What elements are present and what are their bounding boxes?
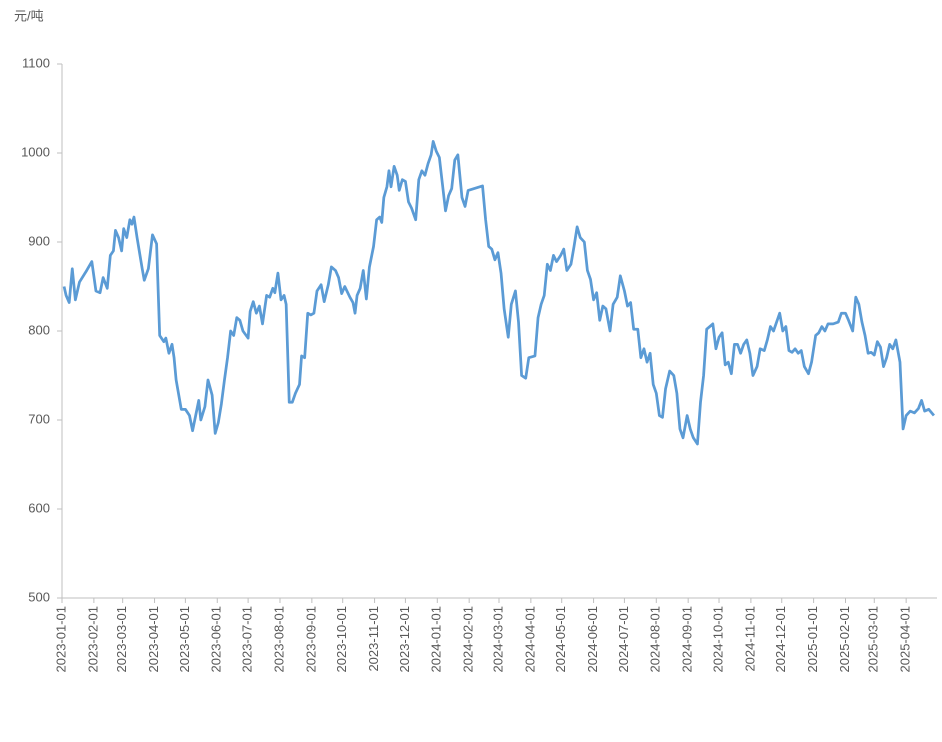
x-tick-label: 2024-09-01 (680, 606, 695, 673)
x-tick-label: 2023-10-01 (334, 606, 349, 673)
x-tick-label: 2024-07-01 (616, 606, 631, 673)
y-tick-label: 700 (28, 411, 50, 426)
price-line (62, 140, 935, 446)
x-tick-label: 2025-03-01 (866, 606, 881, 673)
x-tick-label: 2023-02-01 (85, 606, 100, 673)
x-tick-label: 2023-06-01 (209, 606, 224, 673)
x-tick-label: 2023-01-01 (53, 606, 68, 673)
x-tick-label: 2023-05-01 (177, 606, 192, 673)
x-tick-label: 2024-02-01 (461, 606, 476, 673)
x-tick-label: 2024-01-01 (429, 606, 444, 673)
x-tick-label: 2023-11-01 (366, 606, 381, 672)
x-tick-label: 2023-04-01 (146, 606, 161, 673)
x-tick-label: 2024-04-01 (522, 606, 537, 673)
x-tick-label: 2023-08-01 (271, 606, 286, 673)
y-tick-label: 800 (28, 322, 50, 337)
x-tick-label: 2024-03-01 (490, 606, 505, 673)
x-tick-label: 2024-10-01 (710, 606, 725, 673)
x-tick-label: 2023-03-01 (114, 606, 129, 673)
x-tick-label: 2025-04-01 (898, 606, 913, 673)
x-tick-label: 2024-06-01 (585, 606, 600, 673)
x-tick-label: 2025-02-01 (837, 606, 852, 673)
x-tick-label: 2024-11-01 (742, 606, 757, 672)
x-tick-label: 2023-09-01 (303, 606, 318, 673)
y-tick-label: 500 (28, 589, 50, 604)
x-tick-label: 2024-05-01 (553, 606, 568, 673)
y-tick-label: 1100 (22, 55, 50, 70)
x-tick-label: 2023-07-01 (240, 606, 255, 673)
x-tick-label: 2024-12-01 (773, 606, 788, 673)
y-tick-label: 1000 (21, 144, 50, 159)
x-tick-label: 2023-12-01 (397, 606, 412, 673)
y-tick-label: 900 (28, 233, 50, 248)
x-tick-label: 2025-01-01 (805, 606, 820, 673)
x-tick-label: 2024-08-01 (648, 606, 663, 673)
y-tick-label: 600 (28, 500, 50, 515)
y-axis-unit: 元/吨 (14, 8, 44, 23)
